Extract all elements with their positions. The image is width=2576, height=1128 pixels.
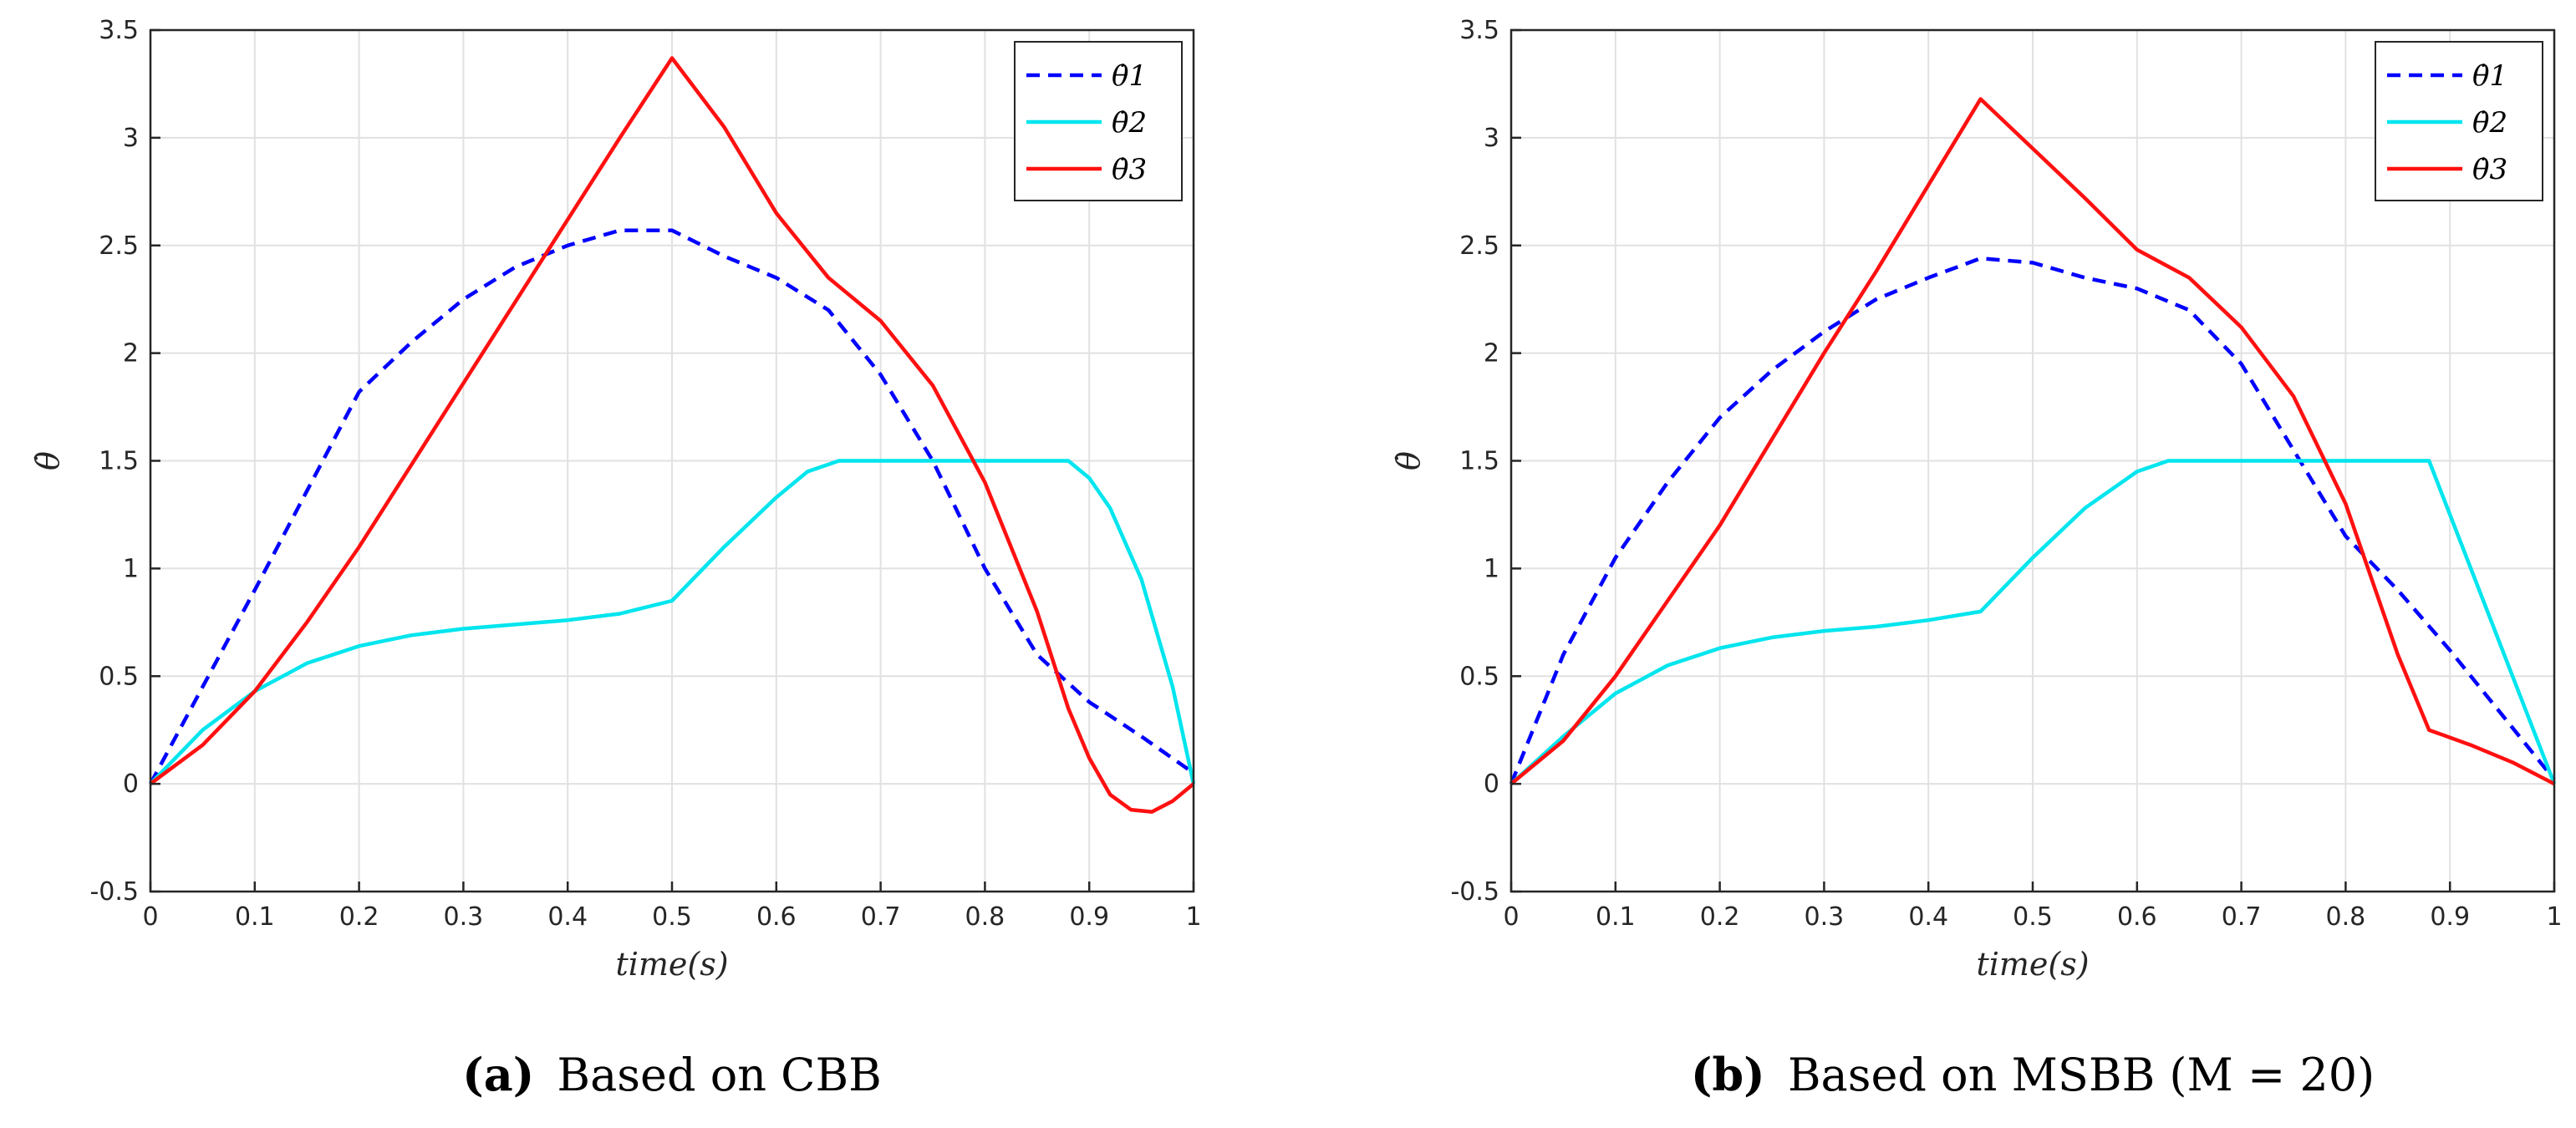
x-tick-label: 0.2 (1700, 902, 1740, 932)
y-tick-label: 0.5 (1459, 662, 1499, 691)
y-tick-label: 2.5 (99, 231, 139, 261)
x-tick-label: 0.4 (1908, 902, 1948, 932)
legend-label-2: θ̇2 (1112, 106, 1147, 140)
y-tick-label: 2 (123, 339, 139, 368)
y-tick-label: 0.5 (99, 662, 139, 691)
series-line-1 (1509, 256, 2556, 785)
series-lines (1509, 97, 2557, 786)
chart-panel-b: 0 0.1 0.2 0.3 0.4 0.5 0.6 0.7 0.8 0.9 1-0.500.511.… (1288, 0, 2576, 1128)
y-axis-label: θ̇ (1390, 451, 1427, 470)
y-tick-label: 1.5 (1459, 447, 1499, 476)
x-tick-label: 0.7 (2222, 902, 2262, 932)
series-lines (149, 56, 1196, 814)
y-tick-label: 3 (1484, 124, 1499, 153)
series-line-1 (149, 228, 1195, 785)
x-tick-label: 0.3 (444, 902, 484, 932)
x-tick-label: 0.2 (339, 902, 379, 932)
y-tick-label: 3.5 (99, 16, 139, 45)
caption: (a) Based on CBB (462, 1048, 882, 1101)
caption: (b) Based on MSBB (M = 20) (1691, 1048, 2375, 1101)
x-tick-label: 0.3 (1805, 902, 1845, 932)
x-tick-label: 0.6 (756, 902, 797, 932)
tick-labels: 0 0.1 0.2 0.3 0.4 0.5 0.6 0.7 0.8 0.9 1-0.500.511.… (1450, 16, 2562, 932)
y-tick-label: -0.5 (1450, 877, 1499, 907)
y-tick-label: 1 (123, 554, 139, 583)
legend: θ̇1 θ̇2 θ̇3 (1014, 41, 1183, 201)
x-axis-label: time(s) (1976, 946, 2089, 983)
tick-labels: 0 0.1 0.2 0.3 0.4 0.5 0.6 0.7 0.8 0.9 1-0.500.511.… (89, 16, 1201, 932)
x-tick-label: 1 (1185, 902, 1201, 932)
x-tick-label: 0.1 (1596, 902, 1636, 932)
y-tick-label: 1 (1484, 554, 1499, 583)
y-tick-label: 2.5 (1459, 231, 1499, 261)
series-line-2 (1509, 459, 2557, 785)
series-line-3 (1509, 97, 2556, 786)
caption-label: (b) (1691, 1048, 1765, 1101)
caption-text: Based on CBB (557, 1049, 881, 1101)
y-tick-label: 0 (1484, 770, 1499, 799)
x-tick-label: 0.8 (2326, 902, 2366, 932)
legend-label-2: θ̇2 (2472, 106, 2507, 140)
x-tick-label: 1 (2546, 902, 2562, 932)
x-tick-label: 0.1 (235, 902, 275, 932)
x-tick-label: 0.4 (547, 902, 588, 932)
x-tick-label: 0.8 (965, 902, 1005, 932)
x-tick-label: 0.9 (1069, 902, 1109, 932)
series-line-2 (149, 459, 1196, 785)
caption-text: Based on MSBB (M = 20) (1788, 1049, 2375, 1101)
legend: θ̇1 θ̇2 θ̇3 (2375, 41, 2543, 201)
x-tick-label: 0 (1503, 902, 1519, 932)
x-tick-label: 0.6 (2117, 902, 2157, 932)
y-tick-label: 1.5 (99, 447, 139, 476)
y-tick-label: 3 (123, 124, 139, 153)
x-tick-label: 0.9 (2430, 902, 2470, 932)
y-axis-label: θ̇ (29, 451, 66, 470)
y-tick-label: 3.5 (1459, 16, 1499, 45)
x-tick-label: 0.7 (861, 902, 901, 932)
y-tick-label: 2 (1484, 339, 1499, 368)
legend-label-3: θ̇3 (1112, 153, 1147, 186)
y-tick-label: 0 (123, 770, 139, 799)
caption-label: (a) (462, 1048, 534, 1101)
series-line-3 (149, 56, 1195, 814)
legend-label-1: θ̇1 (1112, 59, 1147, 93)
legend-label-1: θ̇1 (2472, 59, 2507, 93)
x-tick-label: 0 (142, 902, 158, 932)
legend-label-3: θ̇3 (2472, 153, 2507, 186)
x-axis-label: time(s) (615, 946, 728, 983)
y-tick-label: -0.5 (89, 877, 139, 907)
x-tick-label: 0.5 (652, 902, 692, 932)
x-tick-label: 0.5 (2013, 902, 2053, 932)
panel-background (1288, 0, 2576, 1128)
chart-panel-a: 0 0.1 0.2 0.3 0.4 0.5 0.6 0.7 0.8 0.9 1-0.500.511.… (29, 16, 1202, 1101)
